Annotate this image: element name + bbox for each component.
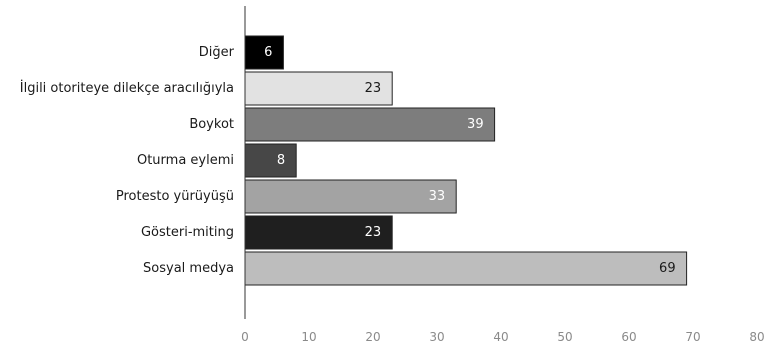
- bars-group: [244, 35, 688, 286]
- bar-3: [244, 143, 297, 178]
- category-label-1: İlgili otoriteye dilekçe aracılığıyla: [20, 80, 234, 96]
- value-label-5: 23: [365, 225, 382, 240]
- x-tick-label-6: 60: [621, 330, 636, 344]
- bar-4: [244, 179, 457, 214]
- value-label-2: 39: [467, 117, 484, 132]
- category-label-4: Protesto yürüyüşü: [116, 189, 234, 204]
- value-label-1: 23: [365, 81, 382, 96]
- x-axis-ticks: 0 10 20 30 40 50 60 70 80: [241, 330, 764, 344]
- category-label-2: Boykot: [189, 117, 234, 132]
- value-label-4: 33: [429, 189, 446, 204]
- value-label-0: 6: [264, 45, 272, 60]
- x-tick-label-1: 10: [301, 330, 316, 344]
- category-label-6: Sosyal medya: [143, 261, 234, 276]
- bar-1: [244, 71, 393, 106]
- category-label-3: Oturma eylemi: [137, 153, 234, 168]
- bar-5: [244, 215, 393, 250]
- value-label-3: 8: [277, 153, 285, 168]
- category-label-0: Diğer: [199, 45, 235, 60]
- category-label-5: Gösteri-miting: [141, 225, 234, 240]
- category-labels: Diğer İlgili otoriteye dilekçe aracılığıy…: [20, 45, 235, 276]
- x-tick-label-0: 0: [241, 330, 249, 344]
- value-label-6: 69: [659, 261, 676, 276]
- bar-2: [244, 107, 496, 142]
- x-tick-label-3: 30: [429, 330, 444, 344]
- bar-6: [244, 251, 688, 286]
- x-tick-label-5: 50: [557, 330, 572, 344]
- x-tick-label-7: 70: [685, 330, 700, 344]
- value-labels: 6 23 39 8 33 23 69: [264, 45, 675, 276]
- x-tick-label-4: 40: [493, 330, 508, 344]
- x-tick-label-8: 80: [749, 330, 764, 344]
- x-tick-label-2: 20: [365, 330, 380, 344]
